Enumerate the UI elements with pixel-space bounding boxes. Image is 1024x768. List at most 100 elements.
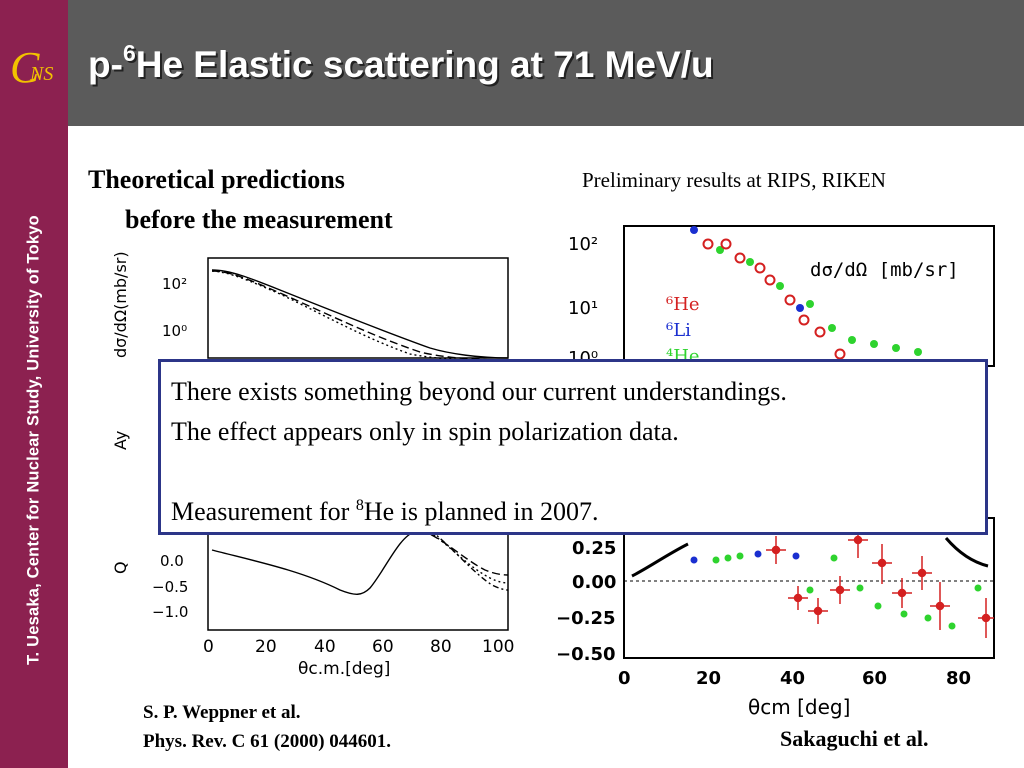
experiment-point	[892, 578, 912, 608]
callout-line-3: Measurement for 8He is planned in 2007.	[171, 497, 599, 526]
experiment-point	[796, 304, 804, 312]
experiment-point	[788, 586, 808, 610]
experiment-xtick-20: 20	[696, 668, 721, 689]
experiment-point	[734, 252, 746, 264]
slide-title: p-6He Elastic scattering at 71 MeV/u	[88, 40, 714, 85]
theory-cross-section-curves	[211, 269, 509, 362]
svg-text:C: C	[10, 43, 40, 92]
callout-line-2: The effect appears only in spin polariza…	[171, 417, 679, 446]
reference-weppner-journal: Phys. Rev. C 61 (2000) 044601.	[143, 731, 392, 752]
theory-ytick-m10: −1.0	[152, 603, 188, 621]
theory-xtick-20: 20	[255, 637, 277, 657]
experiment-point	[948, 622, 956, 630]
preliminary-results-label: Preliminary results at RIPS, RIKEN	[582, 168, 886, 192]
experiment-point	[690, 226, 698, 234]
experiment-point	[874, 602, 882, 610]
theory-xtick-60: 60	[372, 637, 394, 657]
experiment-ytick-1e2: 10²	[568, 234, 598, 255]
experiment-point	[900, 610, 908, 618]
experiment-point	[912, 556, 932, 590]
callout-line-1: There exists something beyond our curren…	[171, 377, 787, 406]
experiment-point	[754, 550, 762, 558]
experiment-ytick-025: 0.25	[572, 538, 616, 559]
experiment-legend-title: dσ/dΩ [mb/sr]	[810, 259, 959, 281]
sidebar: C NS T. Uesaka, Center for Nuclear Study…	[0, 0, 68, 768]
theory-xtick-80: 80	[430, 637, 452, 657]
experiment-point	[974, 584, 982, 592]
reference-sakaguchi: Sakaguchi et al.	[780, 726, 929, 751]
theory-xlabel: θc.m.[deg]	[298, 659, 390, 679]
experiment-point	[766, 536, 786, 564]
experiment-point	[872, 544, 892, 584]
experiment-point	[792, 552, 800, 560]
theory-ytick-1e0: 10⁰	[162, 322, 187, 340]
experiment-plot: 10² 10¹ 10⁰ dσ/dΩ [mb/sr] ⁶He ⁶Li ⁴He 0.…	[556, 225, 995, 719]
cns-logo: C NS	[10, 43, 53, 92]
theory-xtick-0: 0	[203, 637, 214, 657]
theory-xtick-100: 100	[482, 637, 514, 657]
experiment-point	[930, 582, 950, 630]
theory-q-curves	[211, 529, 509, 595]
callout-spacer	[171, 452, 975, 492]
experiment-ytick-m050: −0.50	[556, 644, 616, 665]
experiment-point	[746, 258, 754, 266]
annotation-right-stroke	[944, 537, 989, 568]
theory-ytick-0: 0.0	[160, 552, 184, 570]
experiment-polarization-points	[690, 524, 994, 638]
sidebar-author-label: T. Uesaka, Center for Nuclear Study, Uni…	[24, 215, 43, 665]
experiment-point	[978, 598, 994, 638]
experiment-point	[814, 326, 826, 338]
experiment-point	[690, 556, 698, 564]
theory-heading-line1: Theoretical predictions	[88, 165, 345, 194]
experiment-point	[806, 300, 814, 308]
reference-weppner-authors: S. P. Weppner et al.	[143, 702, 301, 723]
theory-plot-bottom-frame	[207, 529, 509, 631]
experiment-point	[834, 348, 846, 360]
experiment-point	[724, 554, 732, 562]
theory-heading: Theoretical predictions before the measu…	[88, 160, 393, 240]
experiment-point	[776, 282, 784, 290]
experiment-point	[828, 324, 836, 332]
experiment-point	[808, 598, 828, 624]
experiment-point	[764, 274, 776, 286]
svg-text:NS: NS	[29, 63, 53, 85]
experiment-point	[848, 336, 856, 344]
experiment-xtick-80: 80	[946, 668, 971, 689]
experiment-point	[720, 238, 732, 250]
theory-ylabel-dsigma: dσ/dΩ(mb/sr)	[111, 251, 130, 358]
experiment-xtick-0: 0	[618, 668, 631, 689]
experiment-point	[784, 294, 796, 306]
experiment-point	[806, 586, 814, 594]
conclusion-callout: There exists something beyond our curren…	[158, 359, 988, 535]
theory-plot-top-frame	[207, 257, 509, 359]
experiment-point	[870, 340, 878, 348]
experiment-xtick-60: 60	[862, 668, 887, 689]
theory-ylabel-ay: Ay	[111, 431, 130, 450]
experiment-legend-li6: ⁶Li	[666, 320, 691, 341]
experiment-legend-he6: ⁶He	[666, 294, 700, 315]
experiment-point	[702, 238, 714, 250]
theory-ytick-m05: −0.5	[152, 578, 188, 596]
experiment-xlabel: θcm [deg]	[748, 695, 850, 719]
experiment-xtick-40: 40	[780, 668, 805, 689]
experiment-point	[736, 552, 744, 560]
experiment-point	[754, 262, 766, 274]
annotation-left-stroke	[631, 542, 689, 578]
experiment-ytick-000: 0.00	[572, 572, 616, 593]
title-bar: p-6He Elastic scattering at 71 MeV/u	[68, 0, 1024, 126]
experiment-cross-section-points	[690, 226, 922, 360]
experiment-point	[830, 554, 838, 562]
experiment-ytick-m025: −0.25	[556, 608, 616, 629]
experiment-point	[712, 556, 720, 564]
theory-xtick-40: 40	[314, 637, 336, 657]
theory-ylabel-q: Q	[111, 561, 130, 574]
experiment-point	[856, 584, 864, 592]
experiment-point	[892, 344, 900, 352]
experiment-point	[830, 576, 850, 604]
experiment-point	[924, 614, 932, 622]
experiment-point	[798, 314, 810, 326]
experiment-ytick-1e1: 10¹	[568, 298, 598, 319]
theory-ytick-1e2: 10²	[162, 275, 187, 293]
theory-heading-line2: before the measurement	[125, 205, 393, 234]
reference-weppner: S. P. Weppner et al. Phys. Rev. C 61 (20…	[143, 698, 391, 756]
